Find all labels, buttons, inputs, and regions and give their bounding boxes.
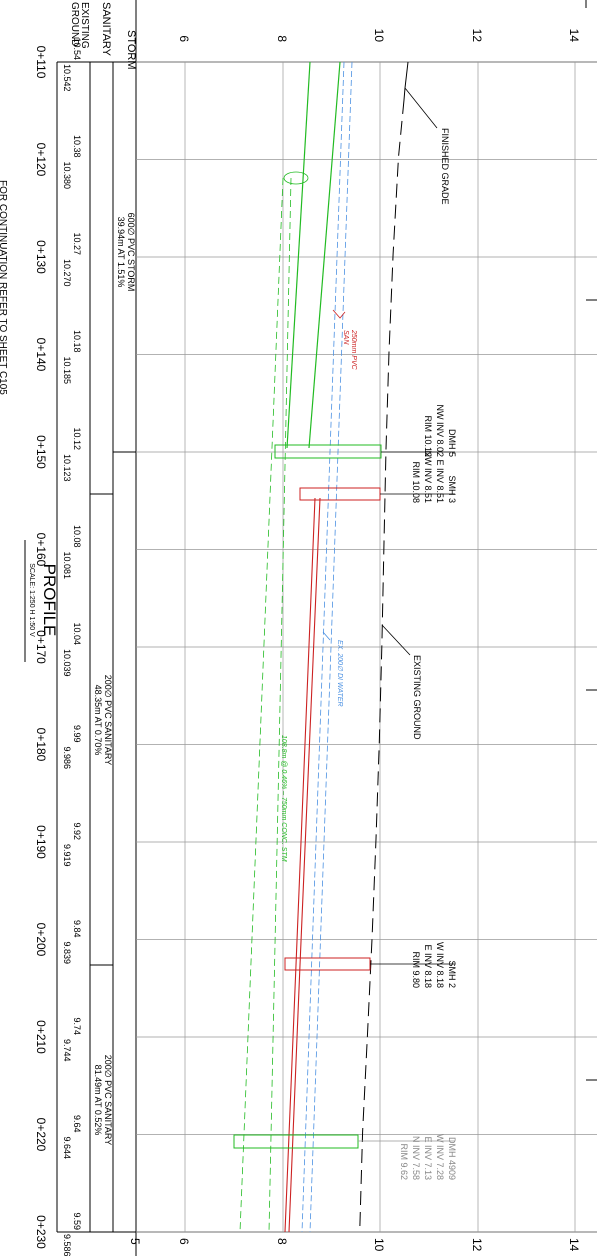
existing-ground-value: 10.081 [62,552,72,580]
existing-ground-value: 9.839 [62,942,72,965]
axis-tick-label: 8 [275,35,289,42]
manhole-smh3 [300,488,380,500]
existing-ground-value: 9.586 [62,1234,72,1256]
station-label: 0+110 [34,46,48,79]
pipe-label: EX. 200∅ DI WATER [336,640,343,707]
station-label: 0+180 [34,728,48,762]
station-label: 0+200 [34,923,48,957]
station-label: 0+140 [34,338,48,372]
storm-fitting [284,172,308,184]
existing-ground-value: 10.185 [62,357,72,385]
station-label: 0+120 [34,143,48,177]
existing-ground-value: 10.380 [62,162,72,190]
storm-pipe [309,62,340,448]
leader-line [323,632,330,640]
segment-label: 48.35m AT 0.70% [93,685,103,756]
axis-tick-label: 12 [470,1238,484,1252]
existing-ground-value: 10.123 [62,454,72,482]
title: PROFILE [40,564,59,637]
station-label: 0+160 [34,533,48,567]
station-label: 0+230 [34,1215,48,1249]
segment-label: 81.49m AT 0.52% [93,1065,103,1136]
existing-ground-value: 10.039 [62,649,72,677]
axis-tick-label: 5 [128,1238,142,1245]
axis-tick-label: 14 [567,29,581,43]
existing-ground-line [360,100,404,1229]
finished-grade-value: 10.08 [72,525,82,548]
station-label: 0+220 [34,1118,48,1152]
callout: SMH 3 [447,475,457,503]
finished-grade-value: 9.59 [72,1212,82,1230]
finished-grade-value: 10.12 [72,427,82,450]
finished-grade-value: 10.04 [72,622,82,645]
finished-grade-value: 9.84 [72,920,82,938]
finished-grade-value: 9.92 [72,822,82,840]
callout: W INV 8.18 [435,942,445,988]
callout: RIM 10.08 [411,461,421,503]
pipe-label: SAN [342,330,349,345]
station-label: 0+130 [34,240,48,274]
callout: SMH 2 [447,960,457,988]
profile-sheet: 68101214568101214STORMSANITARYEXISTINGGR… [0,0,597,1256]
manhole-smh2 [285,958,370,970]
callout: E INV 8.51 [435,459,445,503]
station-label: 0+150 [34,435,48,469]
callout: RIM 9.62 [399,1143,409,1180]
existing-ground-value: 9.986 [62,747,72,770]
row-header: SANITARY [100,2,112,57]
callout: N INV 7.58 [411,1136,421,1180]
callout: RIM 9.80 [411,951,421,988]
axis-tick-label: 8 [275,1238,289,1245]
axis-tick-label: 14 [567,1238,581,1252]
callout: W INV 7.28 [435,1134,445,1180]
callout: NW INV 8.02 [435,404,445,457]
callout: E INV 8.18 [423,944,433,988]
manhole-dmh5 [275,445,381,458]
manhole-dmh4909 [234,1135,358,1148]
existing-ground-value: 10.270 [62,259,72,287]
segment-label: 200∅ PVC SANITARY [103,1055,113,1146]
finished-grade-value: 9.64 [72,1115,82,1133]
existing-ground-value: 9.644 [62,1137,72,1160]
leader-line [382,625,410,655]
leader-line [405,88,437,128]
segment-label: 600∅ PVC STORM [126,213,136,292]
finished-grade-value: 10.18 [72,330,82,353]
segment-label: 200∅ PVC SANITARY [103,675,113,766]
existing-ground-value: 9.919 [62,844,72,867]
pipe-label: 108.8m @ 0.46% – 750mm CONC. STM [280,735,287,862]
axis-tick-label: 10 [372,29,386,43]
finished-grade-value: 10.38 [72,135,82,158]
continuation-note: FOR CONTINUATION REFER TO SHEET C105 [0,180,8,395]
storm-pipe-existing [240,178,283,1232]
finished-grade-value: 10.54 [72,37,82,60]
row-header: STORM [125,30,137,70]
axis-tick-label: 6 [177,1238,191,1245]
axis-tick-label: 12 [470,29,484,43]
callout: EXISTING GROUND [412,655,422,740]
segment-label: 39.94m AT 1.51% [116,217,126,288]
callout: NW INV 8.51 [423,450,433,503]
finished-grade-value: 10.27 [72,232,82,255]
station-label: 0+210 [34,1020,48,1054]
existing-ground-value: 10.542 [62,64,72,92]
callout: DMH 5 [447,429,457,457]
storm-pipe-existing [269,178,291,1232]
callout: DMH 4909 [447,1137,457,1180]
callout: E INV 7.13 [423,1136,433,1180]
existing-ground-value: 9.744 [62,1039,72,1062]
sanitary-pipe [285,498,315,1232]
pipe-label: 250mm PVC [350,329,357,371]
station-label: 0+190 [34,825,48,859]
finished-grade-value: 9.99 [72,725,82,743]
storm-pipe [287,62,310,448]
axis-tick-label: 6 [177,35,191,42]
finished-grade-line [404,62,408,100]
callout: FINISHED GRADE [440,128,450,205]
finished-grade-value: 9.74 [72,1017,82,1035]
axis-tick-label: 10 [372,1238,386,1252]
scale: SCALE: 1:250 H 1:50 V [28,563,35,637]
